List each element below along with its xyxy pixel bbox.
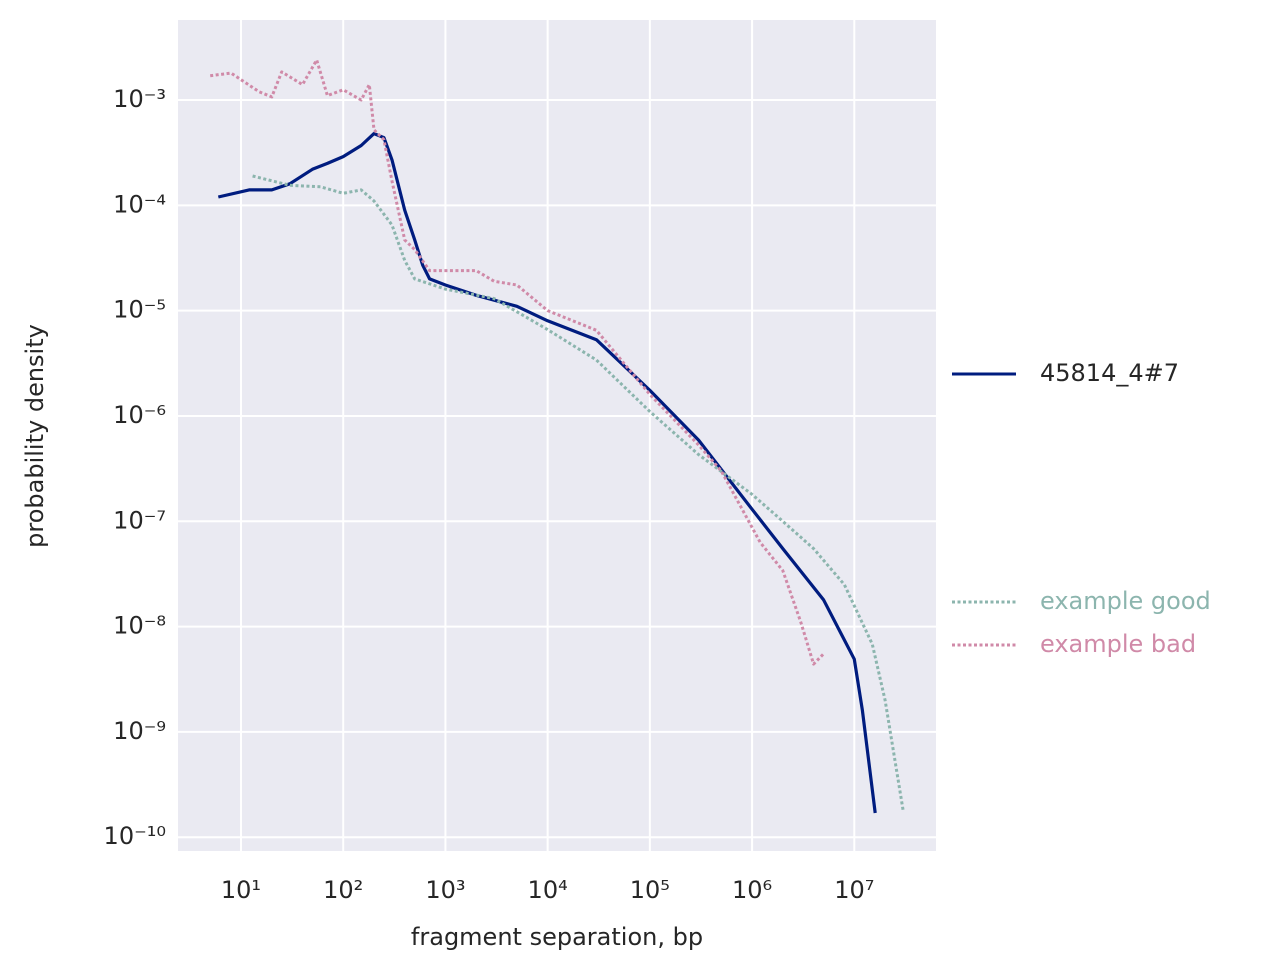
y-axis-label: probability density [21,324,49,548]
legend-label: example good [1040,587,1211,615]
x-axis-label: fragment separation, bp [411,923,703,951]
x-tick-label: 10⁵ [630,876,670,904]
plot-area [178,20,936,851]
line-series [217,132,877,814]
legend-label: example bad [1040,630,1196,658]
x-tick-label: 10⁶ [732,876,772,904]
y-tick-label: 10⁻⁸ [113,612,166,640]
y-tick-label: 10⁻⁹ [113,717,166,745]
y-tick-label: 10⁻⁷ [113,506,166,534]
legend-label: 45814_4#7 [1040,359,1179,387]
line-series [210,58,825,666]
x-tick-label: 10³ [425,876,465,904]
x-tick-label: 10⁴ [528,876,568,904]
y-tick-label: 10⁻¹⁰ [104,822,166,850]
x-tick-label: 10¹ [221,876,261,904]
y-tick-label: 10⁻⁴ [113,190,166,218]
y-tick-label: 10⁻⁵ [113,296,166,324]
line-series [252,174,905,811]
y-tick-label: 10⁻⁶ [113,401,166,429]
x-tick-label: 10² [323,876,363,904]
y-tick-label: 10⁻³ [113,85,166,113]
x-tick-label: 10⁷ [834,876,874,904]
